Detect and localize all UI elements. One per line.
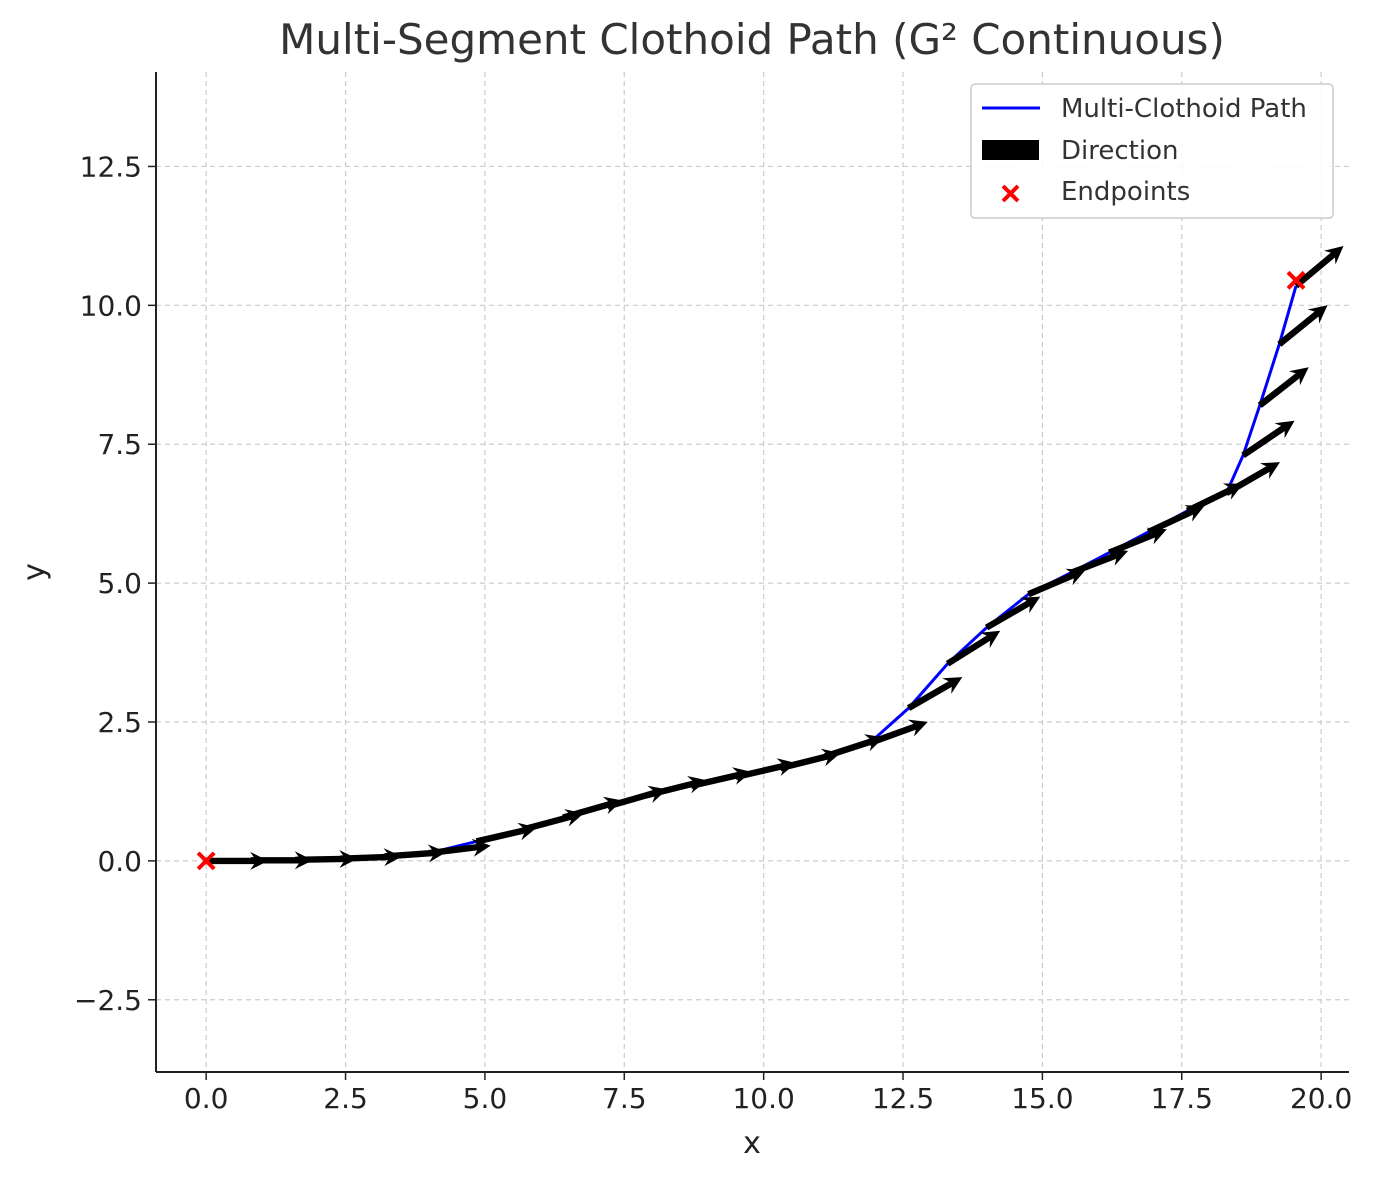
x-axis-label: x [743,1126,761,1161]
x-tick-label: 17.5 [1151,1082,1213,1115]
direction-arrow [206,851,269,870]
x-tick-label: 7.5 [602,1082,647,1115]
direction-arrow [339,848,402,867]
axes [155,72,1349,1073]
y-tick-label: 2.5 [97,706,142,739]
endpoint-marker [1286,270,1306,290]
direction-arrow [690,767,752,789]
legend-patch-swatch [982,140,1039,160]
endpoint-marker-stroke [196,851,216,871]
direction-arrow [645,776,707,799]
direction-arrow [1069,548,1129,577]
legend-label-path: Multi-Clothoid Path [1061,94,1307,124]
x-tick-label: 2.5 [323,1082,368,1115]
y-tick-label: −2.5 [74,984,142,1017]
direction-arrow [475,822,537,845]
endpoint-marker-stroke [1286,270,1306,290]
direction-arrow [868,719,928,747]
direction-arrow [384,844,447,863]
direction-arrow [945,630,1001,667]
y-tick-label: 0.0 [97,845,142,878]
direction-arrow [735,758,797,781]
x-tick-label: 10.0 [732,1082,794,1115]
x-tick-label: 5.0 [463,1082,508,1115]
legend-label-endpoints: Endpoints [1061,177,1190,207]
direction-arrow [1027,568,1086,598]
direction-arrow [1277,305,1328,347]
y-tick-label: 12.5 [80,150,142,183]
direction-arrow [295,850,358,868]
legend: Multi-Clothoid Path Direction Endpoints [970,83,1334,219]
legend-frame [970,83,1334,219]
direction-arrow [1224,462,1280,496]
legend-label-direction: Direction [1061,136,1178,166]
endpoint-markers [196,270,1306,871]
direction-arrow [985,596,1041,631]
y-tick-label: 7.5 [97,428,142,461]
x-tick-label: 12.5 [872,1082,934,1115]
endpoint-marker [196,851,216,871]
x-tick-label: 20.0 [1290,1082,1352,1115]
direction-arrow [250,851,313,870]
direction-arrow [562,796,623,821]
direction-arrow [1108,527,1167,556]
y-ticks: −2.5 0.0 2.5 5.0 7.5 10.0 12.5 [74,150,156,1017]
x-tick-label: 0.0 [184,1082,229,1115]
direction-arrow [907,677,963,711]
legend-marker-swatch [1001,184,1020,203]
x-tick-label: 15.0 [1011,1082,1073,1115]
direction-arrows [206,246,1344,870]
direction-arrow [428,838,491,857]
y-tick-label: 5.0 [97,567,142,600]
x-ticks: 0.0 2.5 5.0 7.5 10.0 12.5 15.0 17.5 20.0 [184,1072,1352,1115]
y-tick-label: 10.0 [80,289,142,322]
direction-arrow [1294,246,1344,289]
grid [156,72,1349,1072]
direction-arrow [1257,367,1309,408]
direction-arrow [1241,420,1295,458]
chart-title: Multi-Segment Clothoid Path (G² Continuo… [279,15,1225,64]
y-axis-label: y [17,563,52,581]
